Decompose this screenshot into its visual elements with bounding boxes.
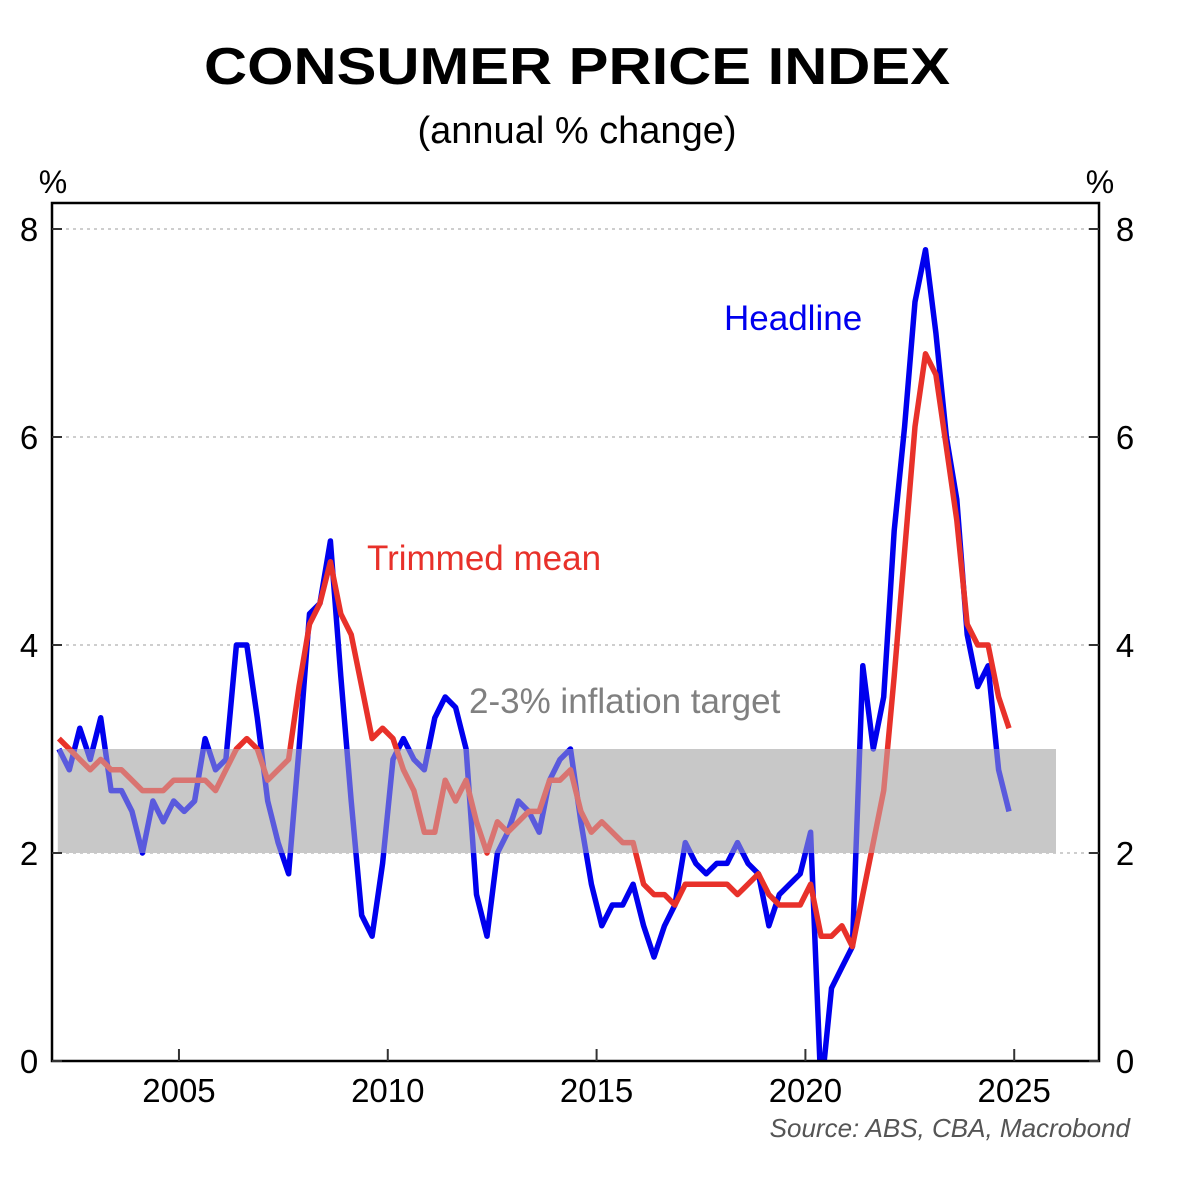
axis-ticks: [52, 228, 1099, 1062]
y-tick-label-left: 2: [20, 835, 38, 872]
trimmed-mean-label: Trimmed mean: [367, 539, 601, 578]
chart-subtitle: (annual % change): [418, 110, 737, 152]
y-tick-label-left: 4: [20, 627, 38, 664]
x-tick-label: 2015: [560, 1072, 633, 1109]
y-tick-label-right: 2: [1116, 835, 1134, 872]
y-tick-labels-left: 0 2 4 6 8: [20, 211, 38, 1080]
x-tick-label: 2005: [142, 1072, 215, 1109]
y-tick-label-left: 8: [20, 211, 38, 248]
y-tick-label-left: 6: [20, 419, 38, 456]
band-label: 2-3% inflation target: [469, 682, 781, 721]
y-tick-label-right: 8: [1116, 211, 1134, 248]
left-axis-unit: %: [39, 164, 67, 200]
y-tick-label-right: 6: [1116, 419, 1134, 456]
series-line-trimmed-mean: [56, 351, 1012, 950]
x-tick-label: 2020: [769, 1072, 842, 1109]
x-tick-labels: 2005 2010 2015 2020 2025: [142, 1072, 1051, 1109]
x-tick-label: 2010: [351, 1072, 424, 1109]
plot-frame: [50, 201, 1101, 1063]
y-tick-label-right: 4: [1116, 627, 1134, 664]
x-tick-label: 2025: [978, 1072, 1051, 1109]
series-lines: [56, 247, 1012, 1061]
right-axis-unit: %: [1086, 164, 1114, 200]
series-line-headline: [56, 247, 1012, 1061]
source-note: Source: ABS, CBA, Macrobond: [770, 1113, 1132, 1143]
y-tick-label-right: 0: [1116, 1043, 1134, 1080]
y-tick-label-left: 0: [20, 1043, 38, 1080]
inflation-target-band-overlay: [57, 749, 1056, 853]
target-band-overlay: [57, 749, 1056, 853]
chart-title: CONSUMER PRICE INDEX: [204, 38, 950, 96]
y-tick-labels-right: 0 2 4 6 8: [1116, 211, 1134, 1080]
headline-label: Headline: [724, 299, 862, 338]
